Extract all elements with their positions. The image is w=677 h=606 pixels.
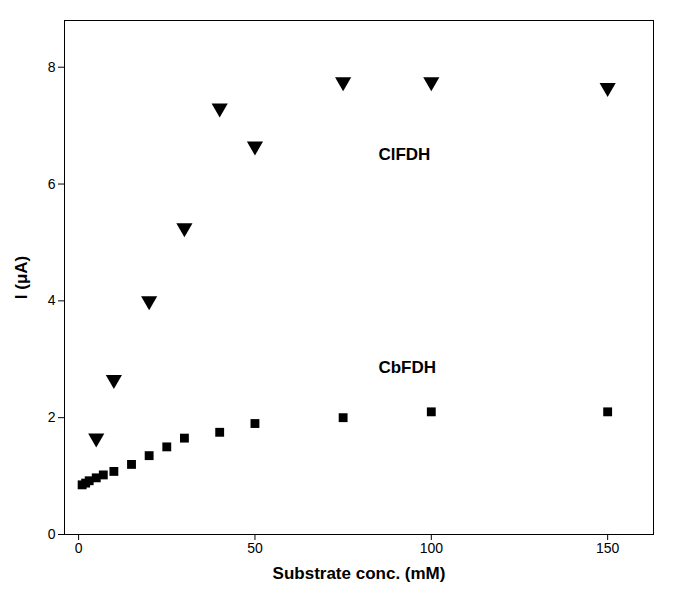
- svg-text:150: 150: [596, 540, 620, 556]
- svg-text:Substrate conc. (mM): Substrate conc. (mM): [273, 564, 446, 583]
- svg-text:8: 8: [48, 59, 56, 75]
- svg-text:50: 50: [247, 540, 263, 556]
- svg-text:6: 6: [48, 176, 56, 192]
- svg-text:4: 4: [48, 292, 56, 308]
- svg-text:I (μA): I (μA): [12, 256, 31, 299]
- svg-text:100: 100: [420, 540, 444, 556]
- svg-text:ClFDH: ClFDH: [378, 145, 430, 164]
- svg-text:0: 0: [48, 526, 56, 542]
- svg-text:0: 0: [75, 540, 83, 556]
- svg-text:CbFDH: CbFDH: [378, 358, 436, 377]
- svg-text:2: 2: [48, 409, 56, 425]
